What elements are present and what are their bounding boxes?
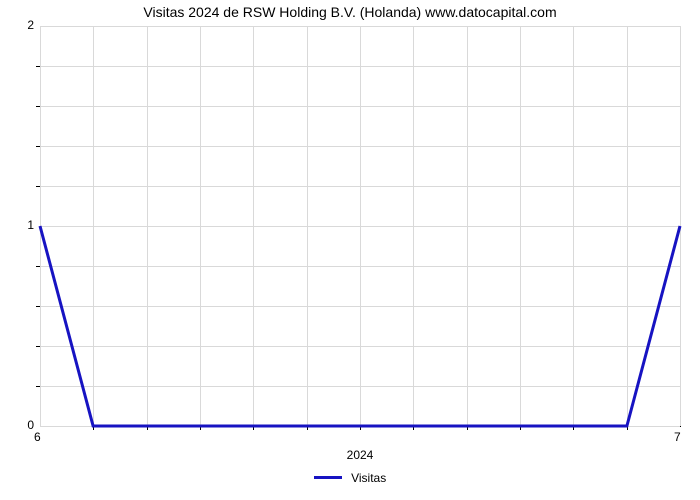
series-visitas [40, 226, 680, 426]
series-line-layer [0, 0, 700, 500]
